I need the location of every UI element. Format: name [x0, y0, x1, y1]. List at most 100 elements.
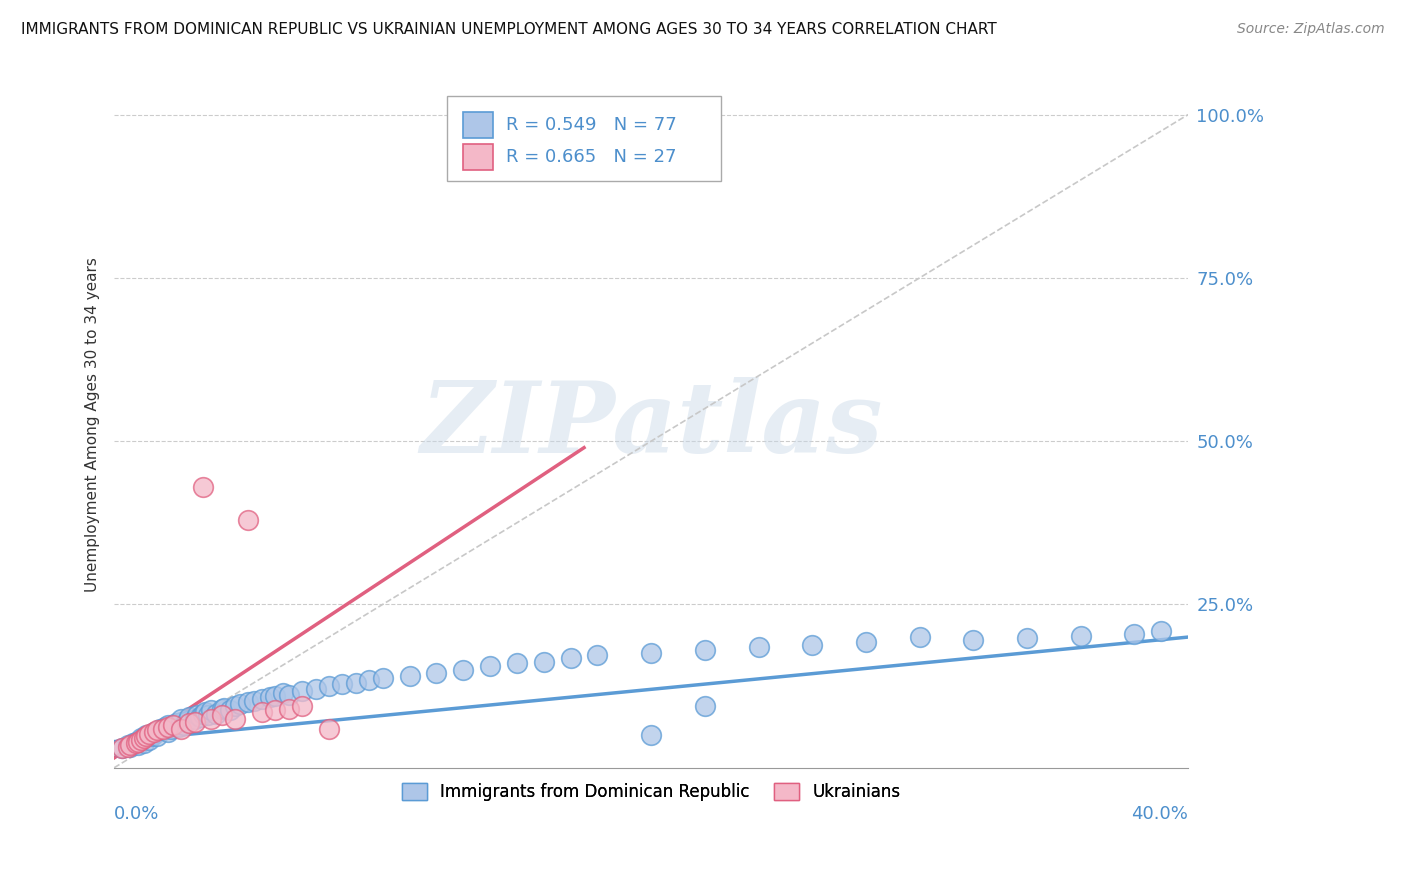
Point [143, 724, 166, 739]
Point [250, 692, 273, 706]
Point [167, 720, 190, 734]
Text: R = 0.549   N = 77: R = 0.549 N = 77 [506, 116, 676, 134]
Point [156, 720, 179, 734]
Point [506, 656, 529, 670]
Point [143, 727, 166, 741]
Point [170, 712, 193, 726]
Point [238, 512, 260, 526]
Point [291, 698, 314, 713]
Point [127, 738, 149, 752]
Point [200, 712, 222, 726]
Point [748, 640, 770, 654]
Point [200, 703, 222, 717]
Point [191, 480, 214, 494]
Point [127, 734, 149, 748]
Point [165, 716, 187, 731]
Text: IMMIGRANTS FROM DOMINICAN REPUBLIC VS UKRAINIAN UNEMPLOYMENT AMONG AGES 30 TO 34: IMMIGRANTS FROM DOMINICAN REPUBLIC VS UK… [21, 22, 997, 37]
Point [243, 694, 266, 708]
Point [143, 724, 166, 739]
Text: Source: ZipAtlas.com: Source: ZipAtlas.com [1237, 22, 1385, 37]
Point [129, 731, 152, 746]
Point [156, 718, 179, 732]
Point [184, 712, 207, 726]
Point [152, 723, 174, 737]
Point [640, 647, 662, 661]
Point [1015, 632, 1038, 646]
Text: 40.0%: 40.0% [1132, 805, 1188, 823]
FancyBboxPatch shape [447, 95, 721, 181]
Point [224, 698, 246, 713]
Point [176, 714, 198, 728]
Point [533, 655, 555, 669]
Point [197, 708, 219, 723]
Point [425, 665, 447, 680]
Point [398, 669, 420, 683]
Point [214, 700, 236, 714]
Point [479, 659, 502, 673]
Point [1070, 629, 1092, 643]
Point [332, 677, 354, 691]
Point [855, 635, 877, 649]
Point [152, 722, 174, 736]
Point [277, 688, 299, 702]
Point [273, 685, 295, 699]
Point [162, 718, 184, 732]
Point [451, 663, 474, 677]
Point [229, 697, 252, 711]
Point [129, 733, 152, 747]
Point [120, 739, 142, 754]
Point [173, 718, 195, 732]
Point [318, 722, 340, 736]
Text: ZIPatlas: ZIPatlas [420, 376, 883, 473]
Point [264, 689, 287, 703]
Text: 0.0%: 0.0% [114, 805, 159, 823]
Point [120, 738, 142, 752]
Point [188, 710, 211, 724]
Point [586, 648, 609, 663]
Point [205, 707, 228, 722]
Point [218, 703, 240, 717]
Y-axis label: Unemployment Among Ages 30 to 34 years: Unemployment Among Ages 30 to 34 years [86, 258, 100, 592]
Point [170, 714, 193, 729]
Point [224, 712, 246, 726]
Point [962, 633, 984, 648]
Point [1150, 624, 1173, 638]
Point [146, 723, 169, 737]
Point [156, 724, 179, 739]
Point [908, 630, 931, 644]
Point [184, 714, 207, 729]
Point [149, 722, 172, 736]
Point [132, 731, 155, 746]
Point [135, 730, 157, 744]
Point [191, 707, 214, 722]
Point [318, 679, 340, 693]
Point [194, 705, 217, 719]
Point [304, 682, 326, 697]
Point [124, 736, 146, 750]
Point [693, 698, 716, 713]
Point [159, 722, 181, 736]
Point [170, 722, 193, 736]
Point [111, 741, 134, 756]
Point [238, 695, 260, 709]
FancyBboxPatch shape [463, 145, 494, 170]
Point [259, 690, 281, 705]
Legend: Immigrants from Dominican Republic, Ukrainians: Immigrants from Dominican Republic, Ukra… [395, 776, 907, 807]
Point [179, 710, 201, 724]
Point [129, 733, 152, 747]
Point [371, 671, 394, 685]
Point [211, 708, 233, 723]
FancyBboxPatch shape [463, 112, 494, 138]
Point [211, 702, 233, 716]
Text: R = 0.665   N = 27: R = 0.665 N = 27 [506, 148, 676, 166]
Point [640, 728, 662, 742]
Point [277, 702, 299, 716]
Point [250, 705, 273, 719]
Point [124, 734, 146, 748]
Point [138, 727, 160, 741]
Point [359, 673, 381, 687]
Point [264, 703, 287, 717]
Point [179, 716, 201, 731]
Point [801, 638, 824, 652]
Point [141, 730, 163, 744]
